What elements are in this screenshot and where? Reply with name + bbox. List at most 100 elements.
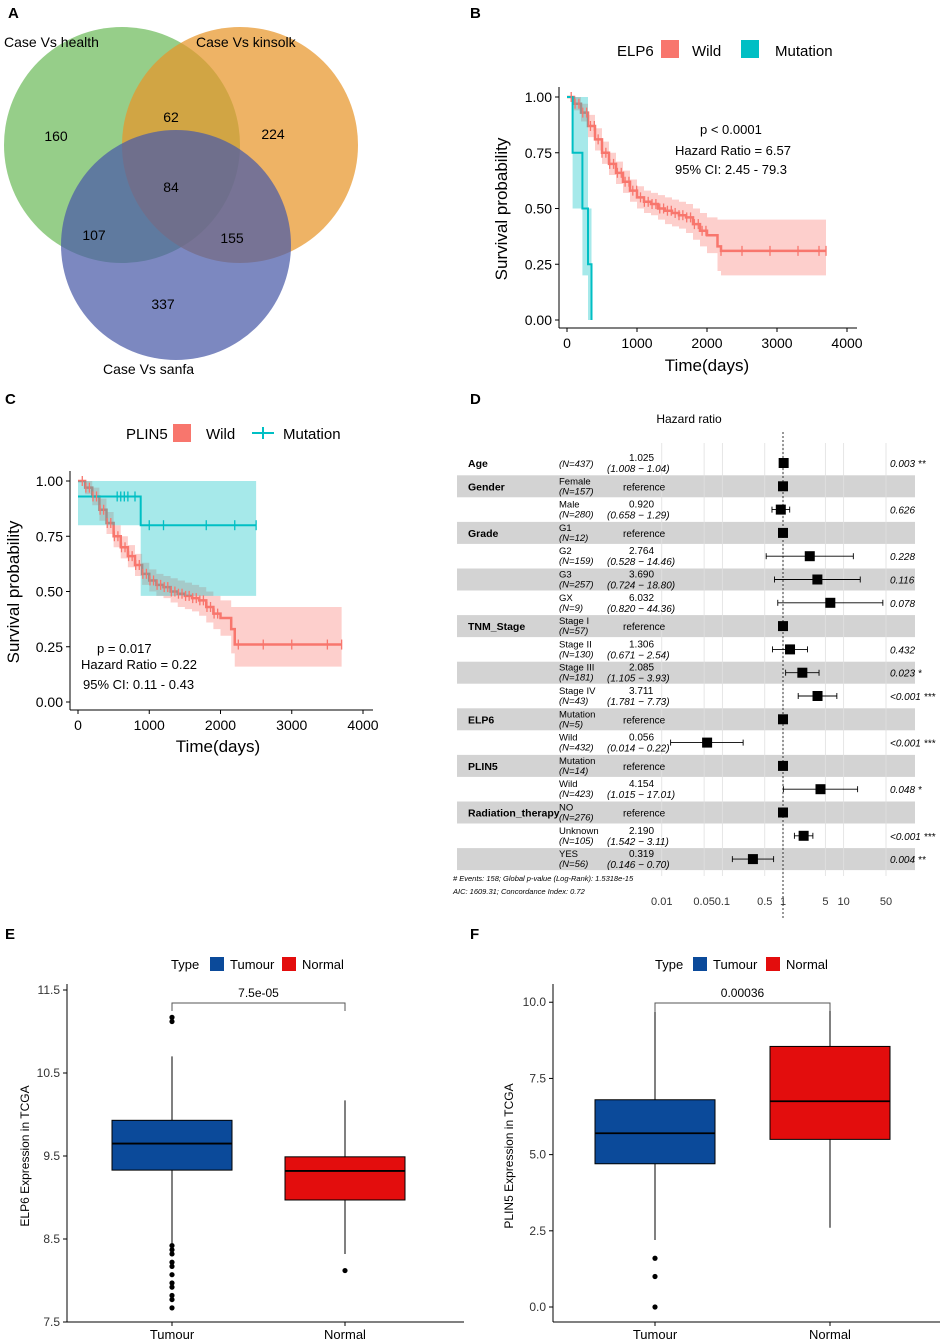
forest-row-band (457, 568, 915, 591)
panel-c-letter: C (5, 391, 16, 408)
km-b-stat-hr: Hazard Ratio = 6.57 (675, 143, 791, 158)
forest-pvalue: 0.432 (890, 645, 915, 656)
km-curve-wild (78, 479, 342, 646)
forest-n-label: (N=56) (559, 859, 588, 870)
forest-ci-label: (0.528 − 14.46) (607, 557, 675, 568)
forest-ci-label: (0.658 − 1.29) (607, 511, 670, 522)
box-y-tick-label: 7.5 (529, 1071, 546, 1085)
forest-hr-label: reference (623, 622, 666, 633)
forest-row-band (457, 754, 915, 777)
forest-ci-label: (0.014 − 0.22) (607, 744, 670, 755)
box-outlier-point (169, 1292, 175, 1299)
forest-pvalue: <0.001 *** (890, 832, 936, 843)
forest-pvalue: 0.078 (890, 599, 915, 610)
forest-hr-label: reference (623, 762, 666, 773)
box-x-tick-label: Normal (809, 1327, 851, 1339)
forest-level-label: Wild (559, 779, 577, 790)
box-e-legend-tumour: Tumour (230, 957, 275, 972)
forest-pvalue: 0.048 * (890, 785, 923, 796)
forest-hr-marker (825, 597, 836, 608)
forest-title: Hazard ratio (656, 412, 722, 426)
panel-a-venn: A Case Vs health Case Vs kinsolk Case Vs… (4, 5, 358, 377)
box-outlier-point (652, 1273, 658, 1280)
box-body-normal (769, 1045, 891, 1140)
km-y-tick-label: 0.00 (36, 694, 63, 710)
forest-level-label: Stage II (559, 639, 592, 650)
forest-n-label: (N=280) (559, 510, 594, 521)
forest-hr-marker (747, 854, 758, 865)
box-outlier-point (652, 1255, 658, 1261)
forest-hr-label: reference (623, 529, 666, 540)
box-pvalue-label: 7.5e-05 (238, 986, 279, 1000)
forest-variable-label: Gender (468, 481, 505, 493)
km-x-tick-label: 3000 (761, 335, 792, 351)
forest-level-label: G2 (559, 546, 572, 557)
km-b-stat-ci: 95% CI: 2.45 - 79.3 (675, 162, 787, 177)
km-b-legend-wild-key (661, 40, 679, 58)
box-outlier-point (169, 1263, 175, 1269)
forest-level-label: YES (559, 849, 578, 860)
forest-x-tick-label: 0.05 (693, 896, 714, 908)
panel-b-letter: B (470, 5, 481, 22)
km-c-xlabel: Time(days) (176, 737, 260, 756)
forest-hr-label: 0.319 (629, 849, 654, 860)
box-y-tick-label: 5.0 (529, 1148, 546, 1162)
box-e-plot-area: 7.5 8.5 9.5 10.5 11.5 Tumour Normal 7.5e-05 (37, 983, 464, 1339)
venn-label-sanfa: Case Vs sanfa (103, 361, 194, 377)
forest-variable-label: Radiation_therapy (468, 808, 560, 820)
box-outlier-point (169, 1243, 175, 1249)
forest-hr-label: 2.085 (629, 663, 654, 674)
forest-level-label: Mutation (559, 709, 595, 720)
km-ci-band-wild (78, 481, 342, 667)
forest-hr-label: 4.154 (629, 779, 654, 790)
forest-n-label: (N=423) (559, 789, 594, 800)
km-y-tick-label: 1.00 (525, 89, 552, 105)
forest-hr-marker (778, 714, 788, 725)
box-outlier-point (169, 1247, 175, 1253)
forest-hr-marker (775, 504, 786, 515)
forest-row-band (457, 801, 915, 824)
box-outlier-point (169, 1296, 175, 1303)
km-x-tick-label: 1000 (621, 335, 652, 351)
forest-hr-marker (702, 737, 713, 748)
forest-row-band (457, 521, 915, 544)
box-outlier-point (169, 1251, 175, 1257)
km-x-tick-label: 4000 (347, 717, 378, 733)
box-outlier-point (169, 1014, 175, 1020)
km-b-ylabel: Survival probability (492, 137, 511, 280)
forest-hr-marker (778, 481, 788, 492)
box-outlier-point (652, 1304, 658, 1310)
forest-hr-label: reference (623, 809, 666, 820)
km-y-tick-label: 0.50 (525, 201, 552, 217)
forest-row-band (457, 475, 915, 498)
km-b-legend-wild: Wild (692, 43, 721, 60)
forest-n-label: (N=12) (559, 533, 588, 544)
km-c-legend-mutation: Mutation (283, 426, 341, 443)
forest-ci-label: (1.008 − 1.04) (607, 464, 670, 475)
forest-pvalue: 0.003 ** (890, 459, 927, 470)
forest-level-label: Male (559, 500, 580, 511)
box-significance-bracket (171, 1002, 346, 1011)
panel-e-boxplot: E Type Tumour Normal 7.5 8.5 9.5 10.5 11.5 Tu… (5, 926, 464, 1339)
forest-hr-marker (804, 551, 815, 562)
km-ci-band-mutation (78, 481, 257, 596)
forest-hr-label: 0.920 (629, 500, 654, 511)
forest-n-label: (N=14) (559, 766, 588, 777)
forest-pvalue: 0.116 (890, 576, 915, 587)
forest-pvalue: 0.023 * (890, 669, 923, 680)
forest-x-tick-label: 0.1 (715, 896, 730, 908)
box-y-tick-label: 9.5 (43, 1149, 60, 1163)
box-outlier-point (342, 1267, 348, 1274)
forest-level-label: G1 (559, 523, 572, 534)
forest-variable-label: Age (468, 458, 488, 470)
km-c-stat-ci: 95% CI: 0.11 - 0.43 (83, 677, 194, 692)
panel-b-km: B ELP6 Wild Mutation 0.00 0.25 0.50 0.75 1.0… (470, 5, 863, 375)
forest-n-label: (N=157) (559, 486, 594, 497)
forest-hr-label: 3.690 (629, 570, 654, 581)
box-body-tumour (594, 1099, 716, 1165)
forest-level-label: Stage IV (559, 686, 596, 697)
km-curve-mutation (78, 495, 257, 527)
box-x-tick-label: Tumour (633, 1327, 678, 1339)
box-outlier-point (169, 1305, 175, 1311)
km-c-stat-hr: Hazard Ratio = 0.22 (81, 657, 197, 672)
